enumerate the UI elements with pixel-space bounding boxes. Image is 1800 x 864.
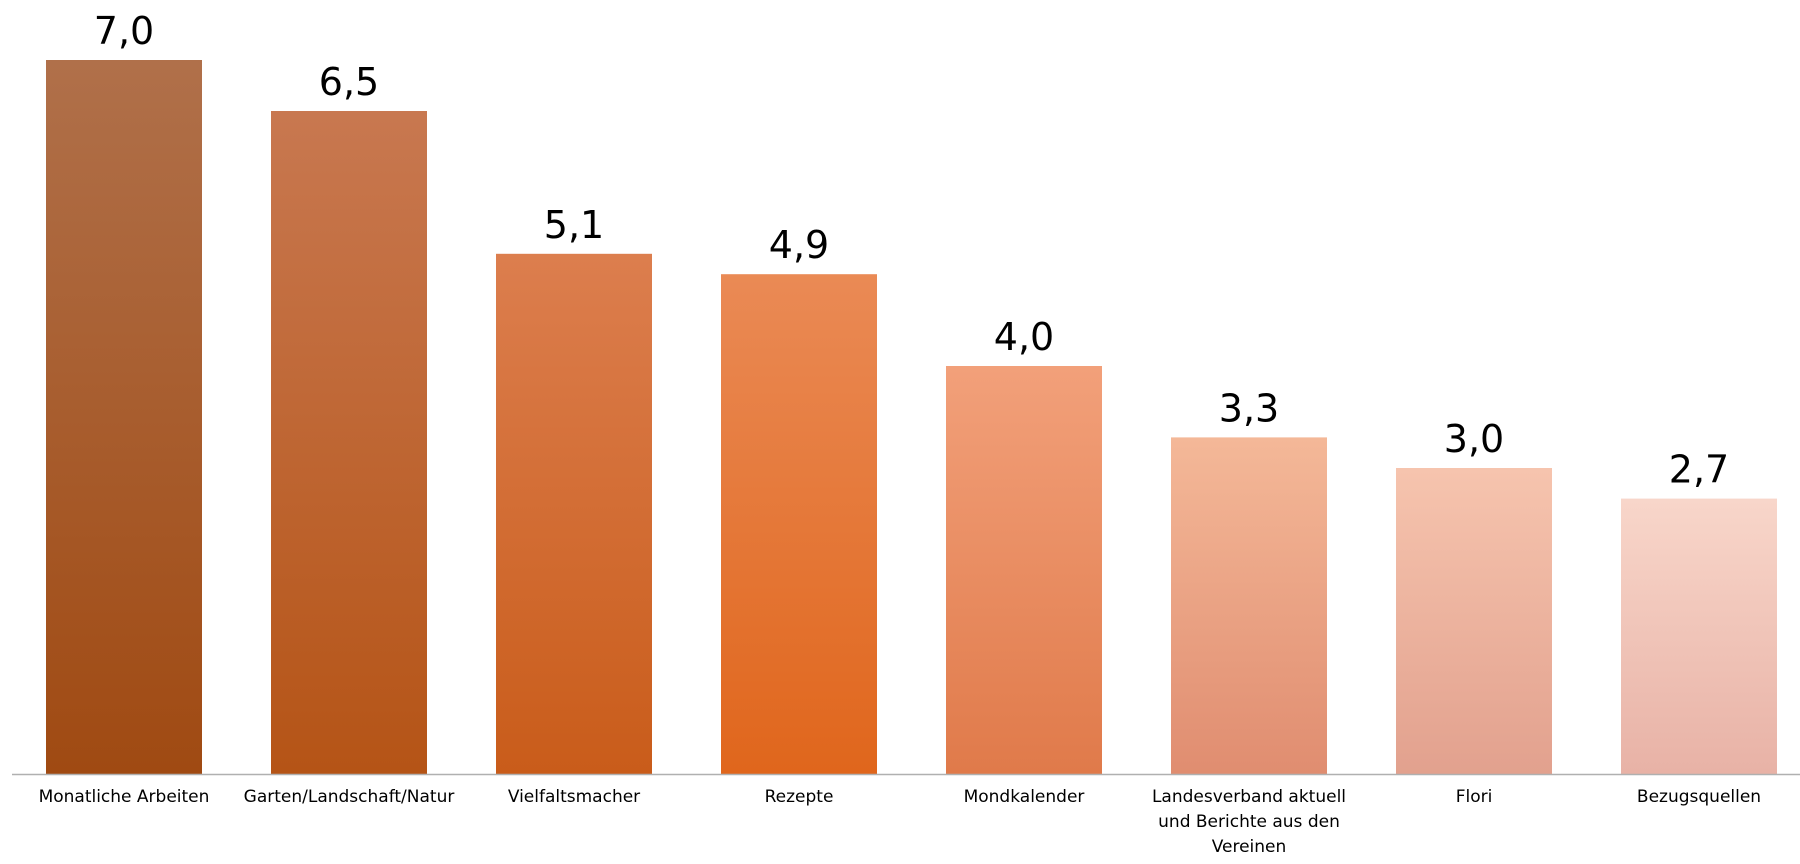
- bar-7: [1396, 468, 1552, 774]
- bars-group: [46, 60, 1777, 775]
- category-label-6: Landesverband aktuell und Berichte aus de…: [1152, 787, 1346, 857]
- data-label-1: 7,0: [94, 9, 154, 53]
- bar-8: [1621, 498, 1777, 774]
- category-label-5: Mondkalender: [964, 787, 1085, 807]
- category-label-3: Vielfaltsmacher: [508, 787, 640, 807]
- category-label-1: Monatliche Arbeiten: [39, 787, 210, 807]
- category-labels-group: Monatliche Arbeiten Garten/Landschaft/Nat…: [39, 787, 1762, 857]
- data-label-8: 2,7: [1669, 448, 1729, 492]
- data-labels-group: 7,0 6,5 5,1 4,9 4,0 3,3 3,0 2,7: [94, 9, 1729, 492]
- category-label-7: Flori: [1456, 787, 1493, 807]
- bar-1: [46, 60, 202, 774]
- data-label-2: 6,5: [319, 60, 379, 104]
- category-label-2: Garten/Landschaft/Natur: [244, 787, 455, 807]
- bar-3: [496, 253, 652, 775]
- bar-5: [946, 366, 1102, 774]
- category-label-4: Rezepte: [765, 787, 834, 807]
- category-label-8: Bezugsquellen: [1637, 787, 1761, 807]
- bar-6: [1171, 437, 1327, 774]
- data-label-4: 4,9: [769, 223, 829, 267]
- data-label-3: 5,1: [544, 203, 604, 247]
- data-label-7: 3,0: [1444, 417, 1504, 461]
- data-label-6: 3,3: [1219, 386, 1279, 430]
- bar-2: [271, 111, 427, 774]
- bar-4: [721, 274, 877, 774]
- data-label-5: 4,0: [994, 315, 1054, 359]
